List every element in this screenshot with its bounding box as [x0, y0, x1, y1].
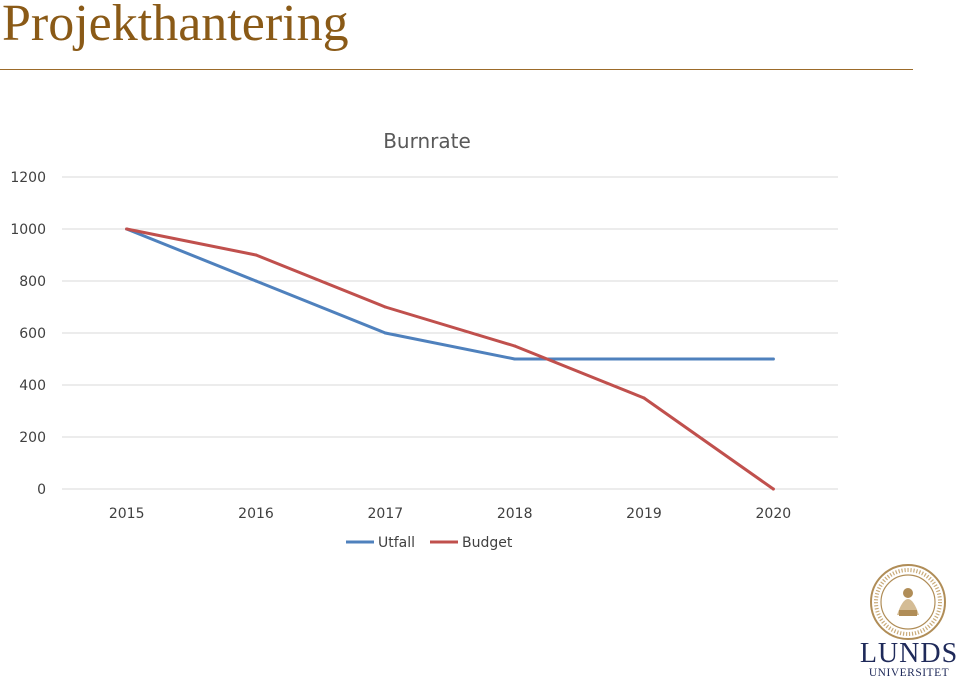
data-point-budget [642, 396, 646, 400]
x-tick-label: 2016 [238, 506, 274, 522]
legend-label: Budget [462, 535, 513, 551]
data-point-budget [771, 487, 775, 491]
series-lines [125, 227, 775, 491]
data-point-utfall [513, 357, 517, 361]
data-point-budget [513, 344, 517, 348]
x-tick-label: 2019 [626, 506, 662, 522]
x-tick-label: 2017 [368, 506, 404, 522]
x-tick-label: 2015 [109, 506, 145, 522]
data-point-utfall [254, 279, 258, 283]
y-tick-label: 600 [19, 326, 46, 342]
logo-subtitle: UNIVERSITET [868, 667, 950, 679]
data-point-utfall [383, 331, 387, 335]
y-tick-label: 200 [19, 430, 46, 446]
chart-title: Burnrate [383, 129, 471, 153]
title-divider [0, 69, 913, 70]
x-tick-label: 2020 [756, 506, 792, 522]
gridlines [62, 176, 838, 490]
x-axis-ticks: 2015 2016 2017 2018 2019 2020 [109, 506, 791, 522]
data-point-budget [125, 227, 129, 231]
lunds-universitet-logo: LUNDS UNIVERSITET [855, 560, 960, 682]
y-axis-ticks: 0 200 400 600 800 1000 1200 [10, 170, 46, 498]
y-tick-label: 0 [37, 482, 46, 498]
data-point-budget [383, 305, 387, 309]
legend-item-budget: Budget [430, 535, 513, 551]
logo-name: LUNDS [859, 638, 959, 669]
y-tick-label: 400 [19, 378, 46, 394]
university-seal-icon [870, 564, 946, 640]
series-line-budget [125, 227, 775, 491]
page-title: Projekthantering [2, 0, 349, 52]
legend-label: Utfall [378, 535, 415, 551]
legend: Utfall Budget [346, 535, 513, 551]
y-tick-label: 1000 [10, 222, 46, 238]
y-tick-label: 800 [19, 274, 46, 290]
x-tick-label: 2018 [497, 506, 533, 522]
data-point-utfall [642, 357, 646, 361]
series-line-utfall [125, 227, 775, 361]
data-point-budget [254, 253, 258, 257]
data-point-utfall [771, 357, 775, 361]
y-tick-label: 1200 [10, 170, 46, 186]
legend-item-utfall: Utfall [346, 535, 415, 551]
